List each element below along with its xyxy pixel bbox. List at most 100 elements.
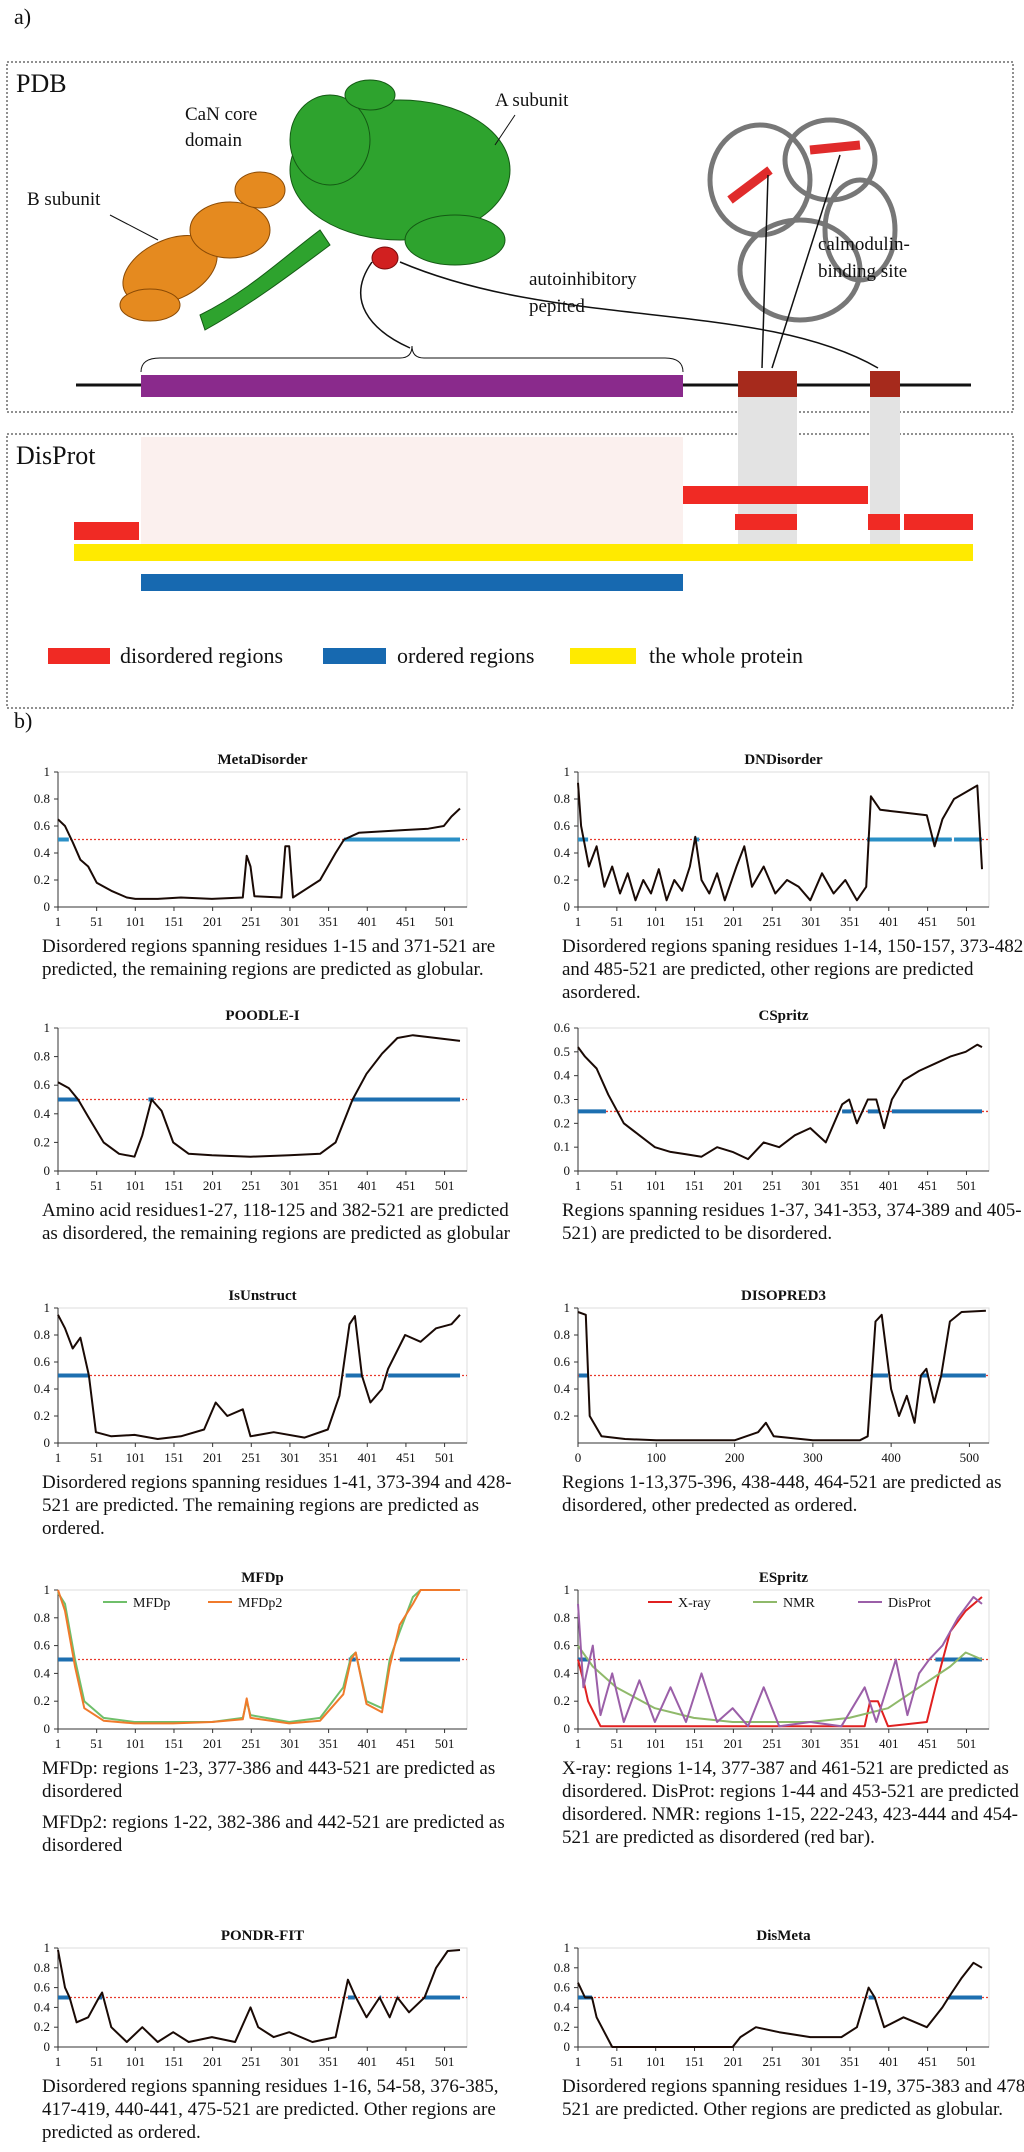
y-tick-label: 0 [564, 899, 571, 914]
x-tick-label: 1 [575, 1736, 582, 1751]
x-tick-label: 0 [575, 1450, 582, 1465]
caption-text: Disordered regions spanning residues 1-4… [42, 1472, 512, 1539]
y-tick-label: 0.4 [34, 1665, 51, 1680]
x-tick-label: 201 [724, 1736, 744, 1751]
y-tick-label: 0.4 [554, 1999, 571, 2014]
x-tick-label: 451 [918, 2054, 938, 2069]
x-tick-label: 51 [90, 2054, 103, 2069]
calm-label: binding site [818, 261, 907, 282]
y-tick-label: 0.2 [34, 2019, 50, 2034]
y-tick-label: 0.8 [554, 1610, 570, 1625]
arrow [399, 261, 879, 369]
x-tick-label: 451 [918, 914, 938, 929]
a-subunit-label: A subunit [495, 90, 569, 111]
y-tick-label: 0.6 [554, 1638, 571, 1653]
y-tick-label: 0.8 [34, 1960, 50, 1975]
caption-text: Amino acid residues1-27, 118-125 and 382… [42, 1200, 510, 1244]
x-tick-label: 251 [762, 1178, 782, 1193]
x-tick-label: 251 [242, 914, 262, 929]
chart-title: POODLE-I [225, 1008, 299, 1024]
x-tick-label: 401 [358, 1450, 378, 1465]
y-tick-label: 0.4 [554, 845, 571, 860]
caption: Regions 1-13,375-396, 438-448, 464-521 a… [562, 1471, 1024, 1525]
x-tick-label: 301 [801, 1736, 821, 1751]
x-tick-label: 201 [203, 1450, 223, 1465]
x-tick-label: 501 [435, 2054, 455, 2069]
x-tick-label: 251 [242, 2054, 262, 2069]
x-tick-label: 1 [55, 1178, 62, 1193]
x-tick-label: 151 [164, 1450, 184, 1465]
y-tick-label: 0 [564, 1721, 571, 1736]
x-tick-label: 101 [646, 1178, 666, 1193]
core-label: CaN core [185, 104, 257, 125]
caption-text: Disordered regions spanning residues 1-1… [42, 936, 496, 980]
pdb-box [6, 61, 1014, 413]
y-tick-label: 0.2 [554, 1115, 570, 1130]
x-tick-label: 451 [396, 1450, 416, 1465]
disordered-bar [868, 514, 900, 530]
y-tick-label: 0.1 [554, 1139, 570, 1154]
legend-label: MFDp2 [238, 1596, 282, 1611]
y-tick-label: 0 [564, 1163, 571, 1178]
series-line [577, 1596, 983, 1728]
series-line [57, 807, 461, 900]
y-tick-label: 0.8 [34, 1327, 50, 1342]
y-tick-label: 1 [564, 1940, 571, 1955]
x-tick-label: 101 [126, 1450, 146, 1465]
pdb-label: PDB [16, 69, 67, 98]
b-subunit-structure [119, 171, 286, 322]
x-tick-label: 101 [126, 1178, 146, 1193]
x-tick-label: 251 [242, 1736, 262, 1751]
y-tick-label: 0 [44, 899, 51, 914]
a-subunit-structure [199, 79, 511, 331]
y-tick-label: 0 [44, 1435, 51, 1450]
x-tick-label: 201 [724, 2054, 744, 2069]
y-tick-label: 0.8 [34, 791, 50, 806]
x-tick-label: 151 [685, 1178, 705, 1193]
y-tick-label: 1 [564, 1582, 571, 1597]
series-line [57, 1314, 461, 1440]
y-tick-label: 0 [564, 2039, 571, 2054]
x-tick-label: 151 [164, 1736, 184, 1751]
legend-label: ordered regions [397, 643, 534, 668]
series-line [57, 1589, 460, 1725]
calmodulin-structure [707, 117, 898, 323]
x-tick-label: 451 [918, 1178, 938, 1193]
x-tick-label: 251 [242, 1450, 262, 1465]
x-tick-label: 401 [879, 1178, 899, 1193]
x-tick-label: 501 [435, 1450, 455, 1465]
core-domain-bar [141, 375, 683, 397]
x-tick-label: 101 [126, 914, 146, 929]
caption-text: Regions 1-13,375-396, 438-448, 464-521 a… [562, 1472, 1002, 1516]
series-line [577, 1596, 983, 1728]
legend-label: MFDp [133, 1596, 170, 1611]
x-tick-label: 451 [396, 1736, 416, 1751]
x-tick-label: 251 [762, 1736, 782, 1751]
y-tick-label: 0.2 [34, 1693, 50, 1708]
x-tick-label: 401 [358, 2054, 378, 2069]
y-tick-label: 1 [564, 764, 571, 779]
x-tick-label: 101 [646, 2054, 666, 2069]
y-tick-label: 0.3 [554, 1092, 570, 1107]
arrow [494, 114, 516, 146]
ordered-bar [141, 574, 683, 591]
x-tick-label: 201 [724, 914, 744, 929]
chart-title: IsUnstruct [228, 1288, 296, 1304]
y-tick-label: 0.6 [554, 1354, 571, 1369]
y-tick-label: 0.4 [34, 1106, 51, 1121]
x-tick-label: 451 [918, 1736, 938, 1751]
x-tick-label: 51 [610, 2054, 623, 2069]
x-tick-label: 401 [358, 1736, 378, 1751]
x-tick-label: 201 [724, 1178, 744, 1193]
x-tick-label: 351 [319, 1450, 339, 1465]
series-line [57, 1949, 461, 2043]
y-tick-label: 0.8 [34, 1610, 50, 1625]
disordered-bar [683, 486, 868, 504]
legend-label: DisProt [888, 1596, 931, 1611]
caption: Regions spanning residues 1-37, 341-353,… [562, 1199, 1024, 1253]
x-tick-label: 351 [319, 1736, 339, 1751]
auto-label: autoinhibitory [529, 269, 637, 290]
x-tick-label: 151 [685, 914, 705, 929]
chart-title: DNDisorder [744, 752, 823, 768]
x-tick-label: 201 [203, 1178, 223, 1193]
